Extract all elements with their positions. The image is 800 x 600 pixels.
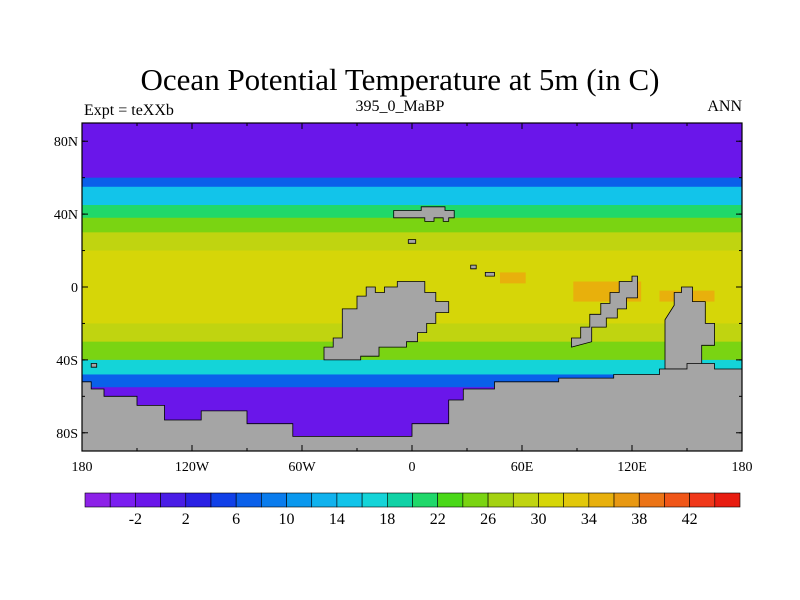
colorbar-label: 30: [530, 511, 546, 528]
temperature-band: [82, 217, 742, 233]
colorbar-label: -2: [129, 511, 142, 528]
lat-tick-label: 0: [71, 281, 78, 296]
colorbar-box: [487, 492, 514, 508]
colorbar-label: 34: [581, 511, 597, 528]
colorbar-label: 42: [682, 511, 698, 528]
land-gondwana-west: [323, 281, 450, 361]
plot-title: Ocean Potential Temperature at 5m (in C): [140, 62, 660, 97]
colorbar-box: [235, 492, 262, 508]
colorbar-box: [336, 492, 363, 508]
colorbar-box: [462, 492, 489, 508]
colorbar-box: [512, 492, 539, 508]
lon-tick-label: 180: [72, 460, 93, 475]
colorbar-box: [84, 492, 111, 508]
colorbar-box: [160, 492, 187, 508]
season-label: ANN: [707, 98, 742, 115]
lat-tick-label: 80S: [56, 427, 78, 442]
colorbar-label: 6: [232, 511, 240, 528]
colorbar-box: [638, 492, 665, 508]
lat-tick-label: 80N: [54, 135, 78, 150]
colorbar-box: [714, 492, 741, 508]
longitude-axis: 180 120W 60W 0 60E 120E 180: [72, 123, 753, 475]
temperature-band: [82, 186, 742, 206]
land-southern-landmass: [82, 363, 742, 451]
land-northern-continent: [393, 206, 455, 222]
colorbar-box: [286, 492, 313, 508]
warm-patch: [500, 272, 526, 284]
land-gondwana-east: [571, 275, 638, 348]
land-small-island-1: [470, 264, 477, 270]
land-small-island-3: [90, 363, 98, 368]
lon-tick-label: 60E: [511, 460, 534, 475]
colorbar-box: [664, 492, 690, 508]
colorbar-box: [412, 492, 438, 508]
colorbar: -2 2 6 10 14 18 22 26 30 34 38 42: [84, 492, 741, 528]
colorbar-label: 38: [631, 511, 647, 528]
colorbar-box: [135, 492, 161, 508]
colorbar-label: 18: [379, 511, 395, 528]
lon-tick-label: 60W: [288, 460, 316, 475]
colorbar-label: 2: [182, 511, 190, 528]
colorbar-box: [185, 492, 212, 508]
colorbar-box: [613, 492, 640, 508]
temperature-band: [82, 177, 742, 188]
colorbar-box: [261, 492, 287, 508]
colorbar-label: 14: [329, 511, 345, 528]
land-small-island-2: [484, 271, 495, 277]
colorbar-box: [210, 492, 237, 508]
period-label: 395_0_MaBP: [355, 98, 445, 115]
experiment-label: Expt = teXXb: [84, 102, 174, 119]
colorbar-box: [689, 492, 716, 508]
colorbar-box: [387, 492, 413, 508]
lon-tick-label: 120E: [617, 460, 647, 475]
temperature-band: [82, 359, 742, 375]
colorbar-box: [109, 492, 136, 508]
lon-tick-label: 0: [409, 460, 416, 475]
lon-tick-label: 120W: [175, 460, 210, 475]
temperature-band: [82, 123, 742, 179]
colorbar-box: [437, 492, 464, 508]
colorbar-label: 10: [279, 511, 295, 528]
colorbar-box: [361, 492, 388, 508]
latitude-axis: 80N 40N 0 40S 80S: [54, 135, 742, 442]
lat-tick-label: 40N: [54, 208, 78, 223]
land-masses: [82, 206, 742, 451]
colorbar-box: [538, 492, 564, 508]
colorbar-box: [311, 492, 338, 508]
land-small-island-4: [407, 239, 417, 244]
land-east-peninsula: [664, 286, 715, 370]
temperature-band: [82, 341, 742, 361]
colorbar-box: [588, 492, 615, 508]
lat-tick-label: 40S: [56, 354, 78, 369]
colorbar-label: 26: [480, 511, 496, 528]
colorbar-box: [563, 492, 590, 508]
colorbar-label: 22: [430, 511, 446, 528]
lon-tick-label: 180: [732, 460, 753, 475]
